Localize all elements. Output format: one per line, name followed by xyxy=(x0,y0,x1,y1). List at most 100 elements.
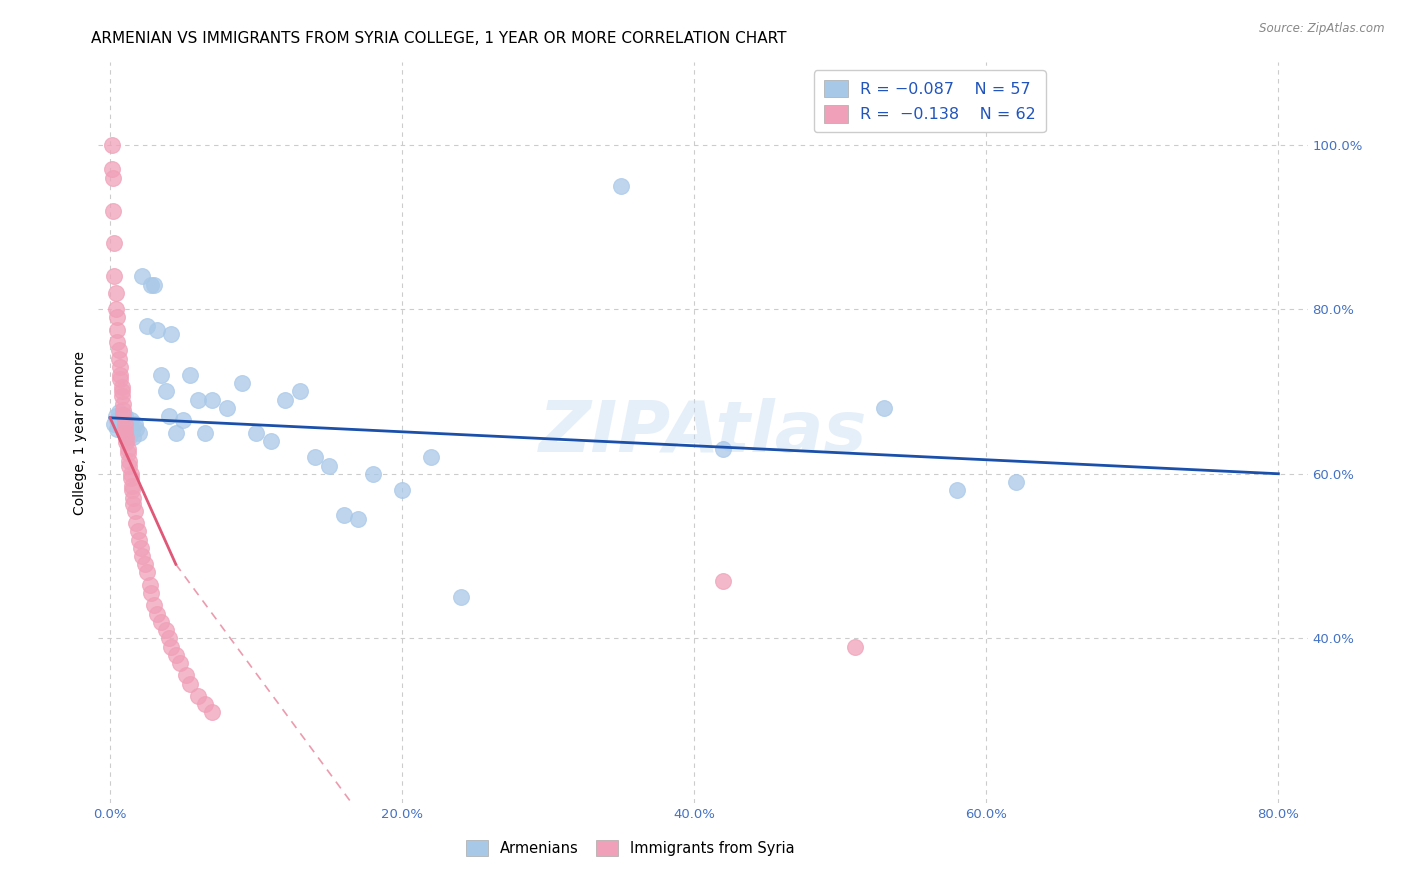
Point xyxy=(101,170,124,185)
Point xyxy=(194,697,217,711)
Point xyxy=(111,380,134,394)
Point xyxy=(142,277,165,292)
Point xyxy=(107,335,129,350)
Point xyxy=(174,668,197,682)
Point xyxy=(844,640,866,654)
Point xyxy=(108,417,131,432)
Point xyxy=(115,435,138,450)
Point xyxy=(260,434,283,448)
Point xyxy=(112,421,135,435)
Point xyxy=(111,384,134,399)
Point xyxy=(231,376,253,391)
Point xyxy=(112,402,135,417)
Point xyxy=(146,607,169,621)
Point xyxy=(160,326,183,341)
Point xyxy=(215,401,238,415)
Point xyxy=(120,471,142,485)
Point xyxy=(128,533,150,547)
Point xyxy=(118,430,141,444)
Point xyxy=(115,425,138,440)
Point xyxy=(138,578,160,592)
Point xyxy=(304,450,326,465)
Point xyxy=(946,483,969,498)
Point xyxy=(114,421,136,435)
Point xyxy=(201,706,224,720)
Point xyxy=(122,430,145,444)
Point xyxy=(117,417,139,432)
Point xyxy=(179,676,201,690)
Point xyxy=(114,425,136,440)
Text: Source: ZipAtlas.com: Source: ZipAtlas.com xyxy=(1260,22,1385,36)
Point xyxy=(150,615,173,629)
Point xyxy=(187,689,209,703)
Point xyxy=(332,508,354,522)
Point xyxy=(288,384,311,399)
Point xyxy=(165,648,187,662)
Point xyxy=(100,162,122,177)
Point xyxy=(100,137,122,152)
Legend: Armenians, Immigrants from Syria: Armenians, Immigrants from Syria xyxy=(461,835,800,863)
Text: ZIPAtlas: ZIPAtlas xyxy=(538,398,868,467)
Point xyxy=(108,405,131,419)
Point xyxy=(172,413,194,427)
Point xyxy=(165,425,187,440)
Point xyxy=(201,392,224,407)
Point xyxy=(110,413,132,427)
Point xyxy=(131,269,153,284)
Point xyxy=(187,392,209,407)
Point xyxy=(107,310,129,325)
Point xyxy=(121,479,143,493)
Point xyxy=(107,421,129,435)
Point xyxy=(118,458,141,473)
Point xyxy=(139,277,162,292)
Point xyxy=(122,491,145,506)
Point xyxy=(120,467,142,481)
Point xyxy=(121,483,143,498)
Point xyxy=(108,343,131,358)
Point xyxy=(104,302,127,317)
Point xyxy=(111,413,134,427)
Point xyxy=(450,590,472,604)
Point xyxy=(110,359,132,374)
Point xyxy=(111,389,134,403)
Point xyxy=(110,368,132,382)
Point xyxy=(110,417,132,432)
Point xyxy=(117,442,139,456)
Text: ARMENIAN VS IMMIGRANTS FROM SYRIA COLLEGE, 1 YEAR OR MORE CORRELATION CHART: ARMENIAN VS IMMIGRANTS FROM SYRIA COLLEG… xyxy=(91,31,787,46)
Point xyxy=(103,417,125,432)
Point xyxy=(131,549,153,563)
Point xyxy=(134,558,156,572)
Point xyxy=(125,516,148,530)
Point xyxy=(160,640,183,654)
Point xyxy=(179,368,201,382)
Point xyxy=(101,203,124,218)
Point xyxy=(118,454,141,468)
Point xyxy=(124,417,146,432)
Point xyxy=(150,368,173,382)
Point xyxy=(103,269,125,284)
Point xyxy=(139,586,162,600)
Point xyxy=(157,632,180,646)
Point xyxy=(347,512,370,526)
Point xyxy=(115,430,138,444)
Point xyxy=(318,458,340,473)
Point xyxy=(127,524,149,539)
Point xyxy=(194,425,217,440)
Point xyxy=(713,574,735,588)
Point xyxy=(135,318,157,333)
Point xyxy=(155,384,177,399)
Point xyxy=(157,409,180,424)
Point xyxy=(107,323,129,337)
Point xyxy=(142,599,165,613)
Point xyxy=(245,425,267,440)
Point xyxy=(420,450,443,465)
Point xyxy=(873,401,896,415)
Point xyxy=(713,442,735,456)
Point xyxy=(122,497,145,511)
Point xyxy=(117,446,139,460)
Point xyxy=(610,178,633,193)
Point xyxy=(114,417,136,432)
Point xyxy=(104,409,127,424)
Point xyxy=(120,413,142,427)
Point xyxy=(1004,475,1026,489)
